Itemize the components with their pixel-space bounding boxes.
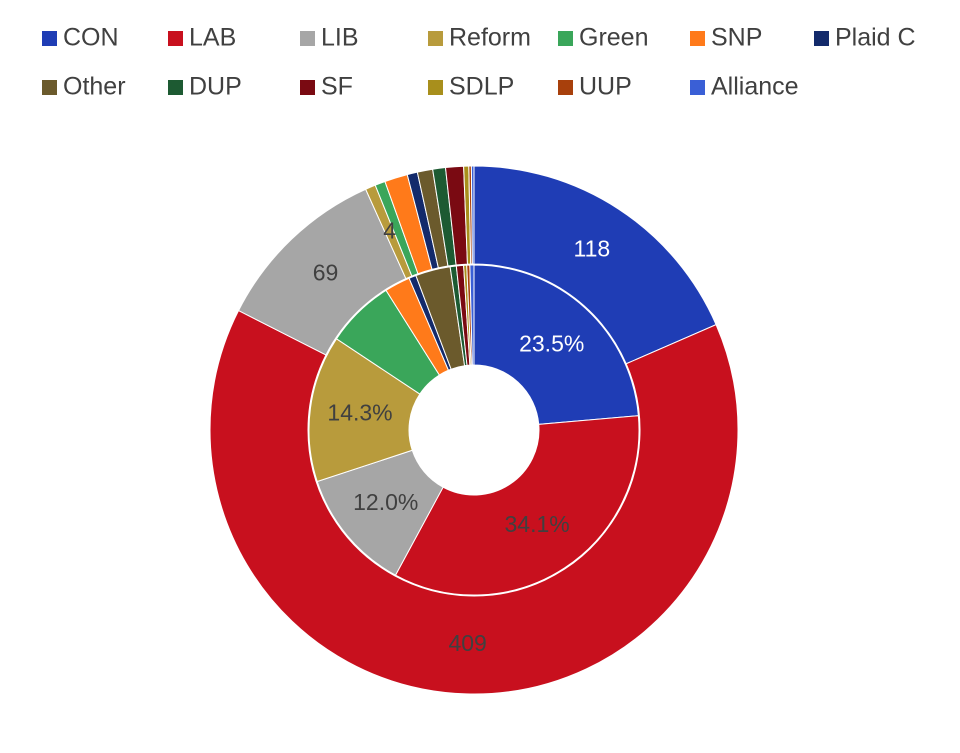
legend-label: LIB xyxy=(321,24,359,52)
legend-label: DUP xyxy=(189,73,242,101)
legend-label: Reform xyxy=(449,24,531,52)
legend-swatch xyxy=(814,31,829,46)
doughnut-segment xyxy=(469,264,475,366)
legend-swatch xyxy=(168,31,183,46)
doughnut-segment xyxy=(209,309,739,695)
data-label: 23.5% xyxy=(519,330,584,356)
legend-swatch xyxy=(690,31,705,46)
data-label: 69 xyxy=(313,260,339,286)
data-label: 14.3% xyxy=(327,400,392,426)
data-label: 34.1% xyxy=(505,511,570,537)
legend-label: SDLP xyxy=(449,73,514,101)
legend-label: Green xyxy=(579,24,648,52)
legend-swatch xyxy=(690,80,705,95)
legend-label: Plaid C xyxy=(835,24,916,52)
doughnut-segment xyxy=(473,165,717,365)
doughnut-segment xyxy=(470,165,475,265)
legend-swatch xyxy=(168,80,183,95)
legend-swatch xyxy=(300,31,315,46)
doughnut-segment xyxy=(473,264,639,425)
legend-swatch xyxy=(300,80,315,95)
legend-label: SNP xyxy=(711,24,762,52)
legend-swatch xyxy=(42,31,57,46)
legend-swatch xyxy=(558,80,573,95)
legend-swatch xyxy=(42,80,57,95)
legend-label: UUP xyxy=(579,73,632,101)
doughnut-segment xyxy=(308,338,421,483)
data-label: 409 xyxy=(448,630,486,656)
data-label: 118 xyxy=(574,235,611,261)
legend-label: Alliance xyxy=(711,73,799,101)
doughnut-segment xyxy=(394,415,640,596)
legend-swatch xyxy=(428,31,443,46)
legend-swatch xyxy=(558,31,573,46)
legend-swatch xyxy=(428,80,443,95)
legend-label: LAB xyxy=(189,24,236,52)
legend-label: SF xyxy=(321,73,353,101)
data-label: 12.0% xyxy=(353,489,418,515)
data-label: 4 xyxy=(383,217,396,243)
legend-label: Other xyxy=(63,73,126,101)
legend-label: CON xyxy=(63,24,119,52)
